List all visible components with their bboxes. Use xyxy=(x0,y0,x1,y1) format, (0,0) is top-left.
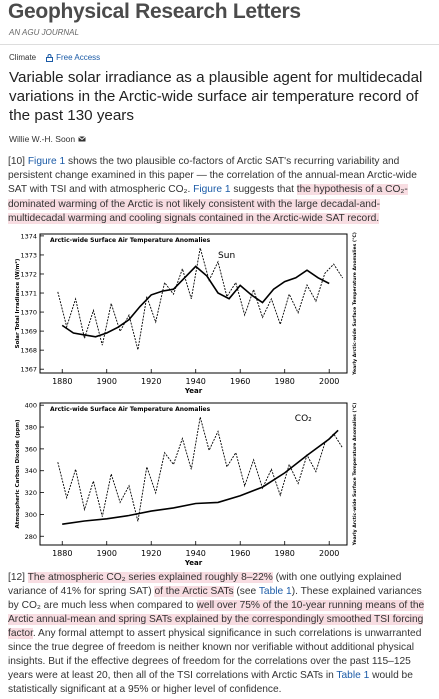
y-tick-label: 360 xyxy=(25,445,37,453)
y-axis-label: Atmospheric Carbon Dioxide (ppm) xyxy=(15,419,21,528)
figure: 1367 1368 1369 1370 1371 1372 1373 1374 1880 1900… xyxy=(14,232,358,567)
x-tick-label: 1880 xyxy=(52,377,72,386)
chart-title: Arctic-wide Surface Air Temperature Anom… xyxy=(50,237,211,244)
tags: Climate Free Access xyxy=(9,53,100,62)
plot-frame xyxy=(39,402,348,546)
x-axis-label: Year xyxy=(184,559,203,567)
series-line xyxy=(62,429,339,525)
y-tick-label: 300 xyxy=(25,511,37,519)
x-tick-label: 1940 xyxy=(186,549,206,558)
y-tick-label: 1371 xyxy=(20,290,37,298)
y-tick-label: 1374 xyxy=(20,232,37,240)
temperature-line xyxy=(57,247,343,350)
text: [10] xyxy=(8,156,28,167)
x-tick-label: 2000 xyxy=(319,377,339,386)
lock-icon xyxy=(46,53,54,62)
journal-subtitle: AN AGU JOURNAL xyxy=(9,28,79,37)
highlighted-text: of the Arctic SATs xyxy=(154,586,234,597)
y-tick-label: 400 xyxy=(25,402,37,410)
text: (with one outlying explained variance of… xyxy=(8,572,402,597)
x-tick-label: 1980 xyxy=(275,549,295,558)
link[interactable]: Figure 1 xyxy=(193,184,231,196)
y-tick-label: 1372 xyxy=(20,270,37,278)
x-axis-label: Year xyxy=(184,387,203,395)
paragraph: [10] Figure 1 shows the two plausible co… xyxy=(8,155,434,226)
author-name[interactable]: Willie W.-H. Soon xyxy=(9,134,76,144)
x-tick-label: 2000 xyxy=(319,549,339,558)
plot-frame xyxy=(39,233,348,374)
link[interactable]: Table 1 xyxy=(336,670,370,681)
paragraph: [12] The atmospheric CO₂ series explaine… xyxy=(8,571,434,697)
x-tick-label: 1880 xyxy=(52,549,72,558)
text: . Any formal attempt to assert physical … xyxy=(8,628,422,681)
chart-title: Arctic-wide Surface Air Temperature Anom… xyxy=(50,406,211,413)
mail-icon xyxy=(77,136,86,142)
free-access: Free Access xyxy=(56,53,101,62)
x-tick-label: 1920 xyxy=(141,549,161,558)
y-tick-label: 1373 xyxy=(20,251,37,259)
link[interactable]: Figure 1 xyxy=(27,156,66,167)
text: shows the two plausible co-factors of Ar… xyxy=(8,156,417,196)
article-title: Variable solar irradiance as a plausible… xyxy=(9,69,423,124)
temperature-line xyxy=(57,417,343,522)
y-axis-label: Solar Total Irradiance (W/m²) xyxy=(14,258,21,348)
y2-axis-label: Yearly Arctic-wide Surface Temperature A… xyxy=(352,403,358,547)
text: would be statistically significant at a … xyxy=(8,670,413,695)
annotation: CO₂ xyxy=(295,414,312,424)
text: suggests that xyxy=(230,184,297,196)
y-tick-label: 320 xyxy=(25,489,37,497)
y-tick-label: 380 xyxy=(25,424,37,432)
annotation: Sun xyxy=(218,251,235,261)
text: [12] xyxy=(8,572,28,583)
series-line xyxy=(61,265,330,338)
text: ). These explained variances by CO₂ are … xyxy=(8,586,422,611)
x-tick-label: 1900 xyxy=(97,549,117,558)
journal-title: Geophysical Research Letters xyxy=(8,0,301,23)
x-tick-label: 1920 xyxy=(141,377,161,386)
y2-axis-label: Yearly Arctic-wide Surface Temperature A… xyxy=(352,232,358,376)
x-tick-label: 1960 xyxy=(230,377,250,386)
y-tick-label: 280 xyxy=(25,533,37,541)
y-tick-label: 1368 xyxy=(20,347,37,355)
link[interactable]: Table 1 xyxy=(258,586,292,597)
x-tick-label: 1940 xyxy=(186,377,206,386)
x-tick-label: 1980 xyxy=(275,377,295,386)
author[interactable]: Willie W.-H. Soon xyxy=(9,134,86,144)
highlighted-text: The atmospheric CO₂ series explained rou… xyxy=(27,572,273,583)
divider xyxy=(0,44,439,45)
y-tick-label: 1369 xyxy=(20,328,37,336)
section-tag[interactable]: Climate xyxy=(9,53,37,62)
y-tick-label: 1367 xyxy=(20,366,37,374)
y-tick-label: 1370 xyxy=(20,309,37,317)
y-tick-label: 340 xyxy=(25,467,37,475)
x-tick-label: 1900 xyxy=(97,377,117,386)
x-tick-label: 1960 xyxy=(230,549,250,558)
access-tag: Free Access xyxy=(46,53,100,62)
text: (see xyxy=(233,586,259,597)
